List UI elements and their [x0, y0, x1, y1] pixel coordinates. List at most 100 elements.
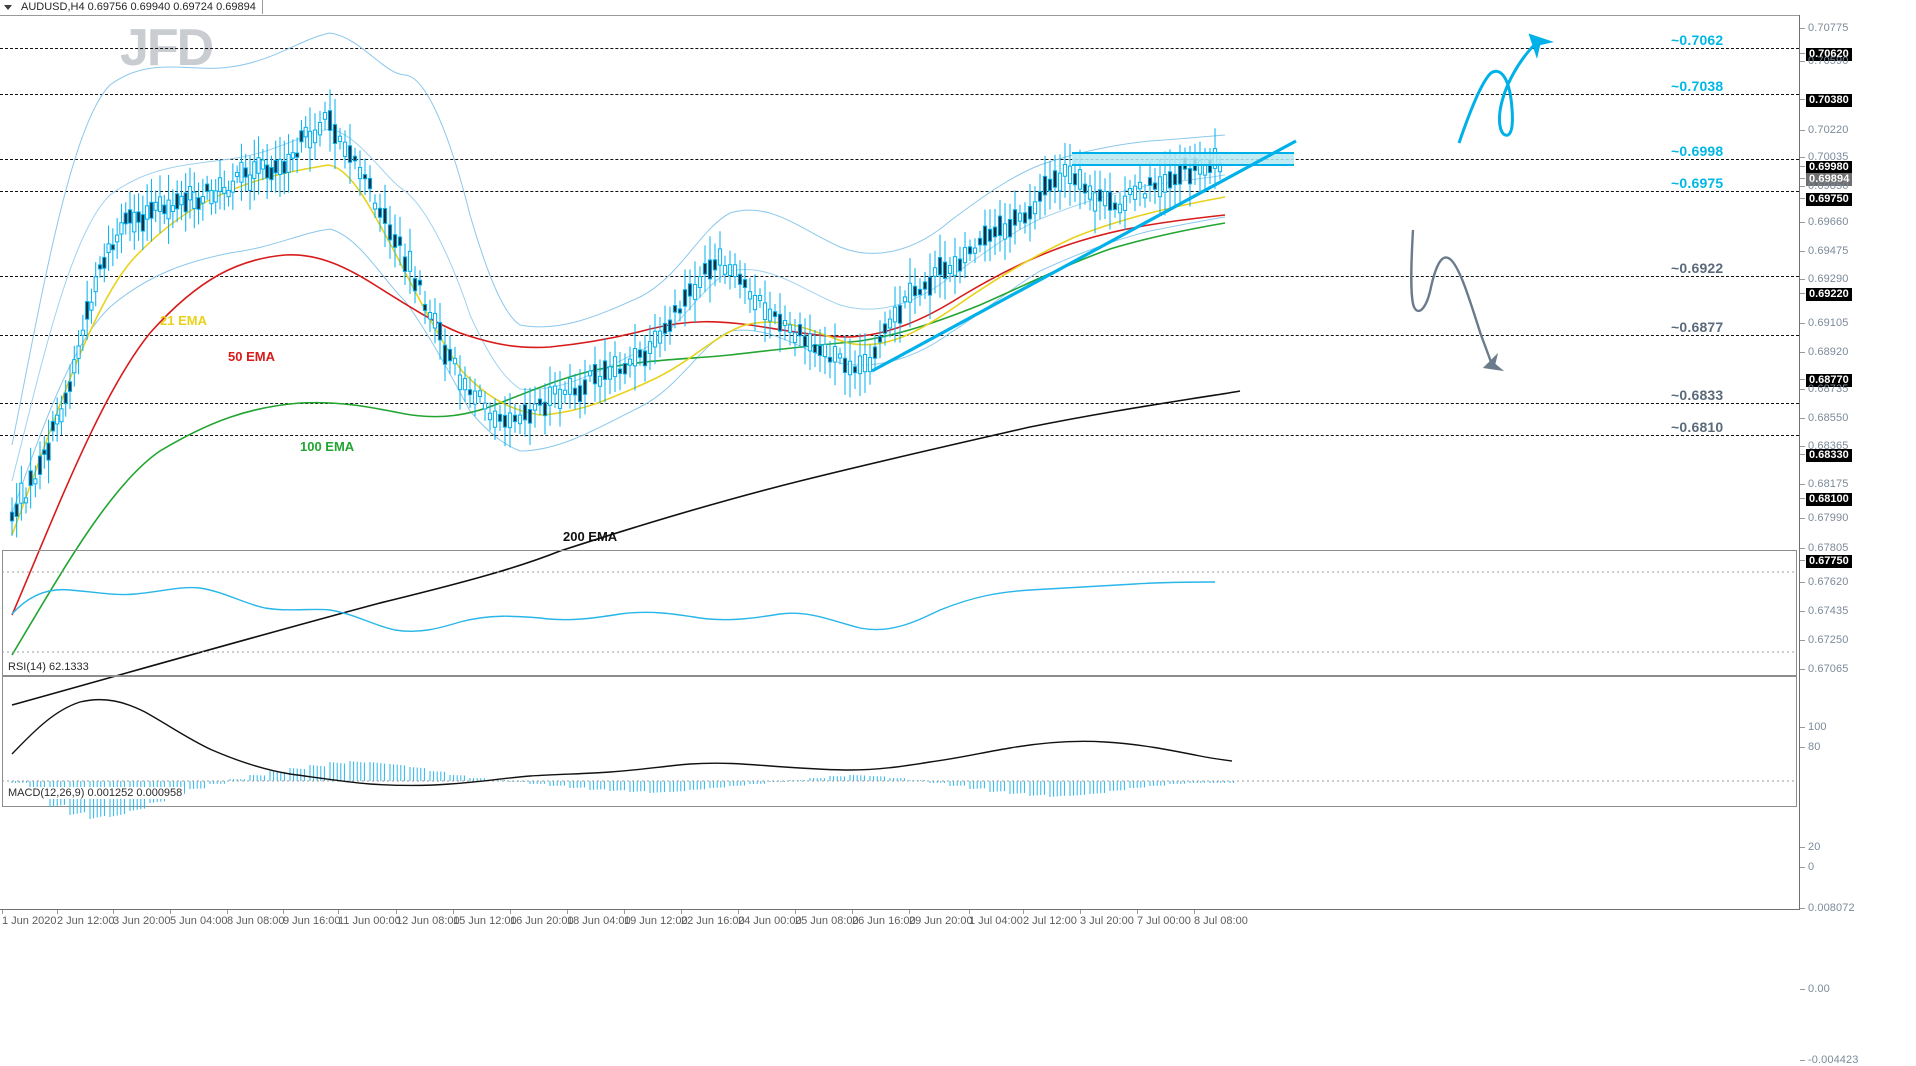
price-axis-label: 0.69660 [1808, 216, 1849, 228]
time-axis-label: 3 Jul 20:00 [1080, 915, 1134, 927]
price-axis-label: 0.00 [1808, 983, 1830, 995]
time-axis-label: 9 Jun 16:00 [283, 915, 341, 927]
candle-body [662, 322, 668, 334]
candle-body [677, 308, 683, 314]
sr-line-0.6922 [0, 276, 1799, 277]
candle-body [307, 130, 313, 149]
time-axis-label: 3 Jun 20:00 [113, 915, 171, 927]
candle-body [265, 164, 270, 179]
candle-body [1002, 223, 1008, 240]
candle-body [702, 263, 708, 275]
price-axis-label: 0.68735 [1808, 383, 1849, 395]
candle-body [290, 152, 295, 159]
rsi-indicator-label: RSI(14) 62.1333 [6, 661, 91, 673]
candle-body [1017, 212, 1023, 222]
time-axis-tick [909, 910, 910, 914]
candle-body [997, 215, 1003, 237]
sr-label-0.6877: ~0.6877 [1671, 319, 1724, 335]
time-axis-tick [2, 910, 3, 914]
candle-body [417, 279, 423, 286]
candle-body [402, 256, 408, 272]
time-axis-tick [738, 910, 739, 914]
price-axis-label: 0.70380 [1806, 94, 1852, 107]
candle-body [1117, 203, 1123, 214]
ema-21-line [11, 164, 1226, 536]
candle-body [467, 389, 473, 396]
candle-body [632, 348, 638, 367]
candle-body [722, 264, 728, 275]
time-axis-label: 11 Jun 00:00 [338, 915, 401, 927]
candle-body [412, 278, 418, 292]
axis-tick [1800, 867, 1805, 868]
candle-body [192, 191, 197, 209]
candle-body [153, 201, 158, 211]
sr-label-0.6975: ~0.6975 [1671, 175, 1724, 191]
price-axis-label: -0.004423 [1808, 1054, 1859, 1066]
caret-down-icon[interactable] [4, 4, 12, 10]
candle-body [557, 388, 563, 409]
candle-body [1027, 205, 1033, 220]
candle-body [477, 390, 483, 398]
candle-body [742, 279, 748, 289]
candle-body [106, 243, 111, 254]
candle-body [1077, 169, 1083, 190]
price-axis-label: 100 [1808, 721, 1827, 733]
price-axis-label: 0.68365 [1808, 440, 1849, 452]
candle-body [852, 366, 858, 374]
axis-tick [1800, 166, 1805, 167]
candle-body [712, 259, 718, 271]
axis-tick [1800, 640, 1805, 641]
time-axis-tick [969, 910, 970, 914]
sr-line-0.6998 [0, 159, 1799, 160]
time-axis-tick [795, 910, 796, 914]
time-axis[interactable]: 1 Jun 2020 2 Jun 12:00 3 Jun 20:00 5 Jun 04… [0, 909, 1799, 937]
candle-body [982, 225, 988, 246]
candle-body [1052, 170, 1058, 188]
price-axis-label: 0.70620 [1806, 48, 1852, 61]
axis-tick [1800, 53, 1805, 54]
candle-body [217, 177, 223, 192]
time-axis-tick [510, 910, 511, 914]
candle-body [952, 256, 958, 276]
price-axis[interactable]: 0.70775 0.70620 0.70590 0.70380 0.70220 0.700… [1799, 15, 1916, 1066]
candle-body [1197, 160, 1203, 175]
price-axis-label: 0.70035 [1808, 151, 1849, 163]
candle-body [1047, 178, 1053, 192]
candle-body [1037, 191, 1043, 202]
axis-tick [1800, 669, 1805, 670]
candle-body [55, 414, 60, 425]
candle-body [1157, 176, 1163, 198]
time-axis-tick [283, 910, 284, 914]
candle-body [587, 370, 593, 377]
candle-body [23, 497, 29, 504]
candle-body [127, 209, 133, 224]
candle-body [183, 192, 188, 213]
candle-body [1072, 173, 1078, 186]
candle-body [837, 353, 843, 359]
candle-body [392, 234, 398, 248]
candle-body [1202, 164, 1208, 176]
candle-body [166, 199, 171, 220]
candle-body [727, 264, 733, 277]
axis-tick [1800, 379, 1805, 380]
time-axis-label: 18 Jun 04:00 [567, 915, 631, 927]
candle-body [97, 264, 103, 270]
candle-body [72, 359, 77, 374]
candle-body [119, 222, 124, 235]
candle-body [512, 414, 518, 423]
candle-body [327, 110, 333, 131]
candle-body [367, 177, 373, 190]
time-axis-label: 29 Jun 20:00 [909, 915, 973, 927]
candle-body [482, 402, 488, 410]
time-axis-tick [227, 910, 228, 914]
price-axis-label: 0 [1808, 861, 1815, 873]
price-axis-label: 0.68770 [1806, 374, 1852, 387]
axis-tick [1800, 727, 1805, 728]
candle-body [442, 344, 448, 365]
candle-body [1217, 163, 1223, 173]
time-axis-tick [396, 910, 397, 914]
symbol-info-box[interactable]: AUDUSD,H4 0.69756 0.69940 0.69724 0.6989… [0, 0, 263, 14]
candle-body [962, 247, 968, 264]
sr-line-0.6877 [0, 335, 1799, 336]
